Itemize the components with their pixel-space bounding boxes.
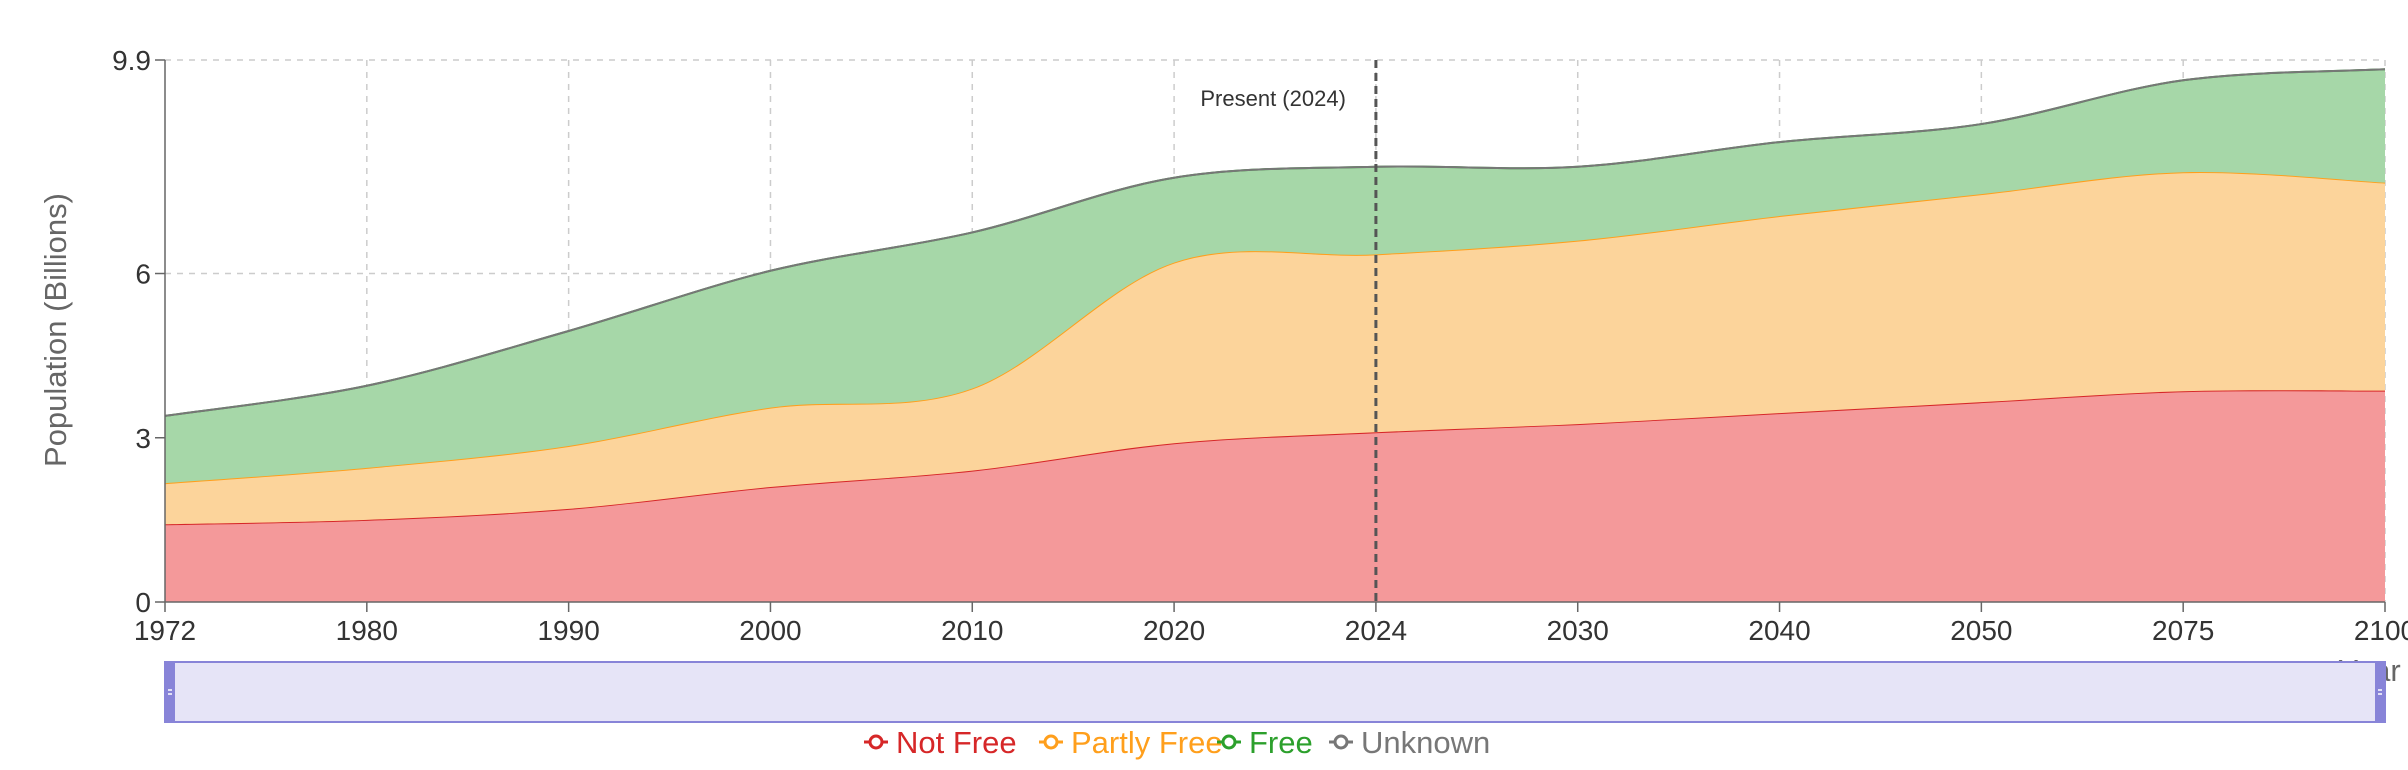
area-partly-free (165, 172, 2385, 525)
x-tick-label: 2075 (2152, 615, 2214, 646)
y-tick-label: 6 (135, 259, 151, 290)
area-not-free (165, 390, 2385, 602)
x-tick-label: 2050 (1950, 615, 2012, 646)
x-tick-label: 2030 (1547, 615, 1609, 646)
x-tick-label: 1972 (134, 615, 196, 646)
y-tick-label: 3 (135, 423, 151, 454)
present-reference-line: Present (2024) (1200, 60, 1378, 602)
y-tick-label: 9.9 (112, 45, 151, 76)
x-tick-label: 2010 (941, 615, 1003, 646)
legend-item-unknown[interactable]: Unknown (1329, 725, 1490, 760)
brush-track[interactable] (164, 661, 2386, 723)
y-axis-title: Population (Billions) (38, 193, 73, 467)
x-tick-label: 2100 (2354, 615, 2408, 646)
brush-handle-start[interactable] (165, 662, 175, 722)
x-tick-label: 1990 (537, 615, 599, 646)
areas (164, 68, 2386, 602)
legend-marker-icon (1333, 734, 1349, 750)
x-tick-label: 2000 (739, 615, 801, 646)
legend-item-partly-free[interactable]: Partly Free (1039, 725, 1223, 760)
legend-label: Not Free (896, 725, 1017, 760)
legend-marker-icon (1221, 734, 1237, 750)
legend-item-not-free[interactable]: Not Free (864, 725, 1017, 760)
brush-handle-end[interactable] (2375, 662, 2385, 722)
legend-marker-icon (868, 734, 884, 750)
line-unknown (164, 68, 2386, 417)
y-tick-label: 0 (135, 587, 151, 618)
brush[interactable] (164, 661, 2386, 723)
legend-label: Free (1249, 725, 1313, 760)
axes: 0 3 6 9.9 1972 1980 1990 2000 2010 2020 2024 2030 20… (112, 45, 2408, 646)
legend-label: Unknown (1361, 725, 1490, 760)
x-tick-label: 2020 (1143, 615, 1205, 646)
legend: Not Free Partly Free Free Unknown (864, 725, 1490, 760)
area-free (165, 69, 2385, 484)
legend-label: Partly Free (1071, 725, 1223, 760)
legend-marker-icon (1043, 734, 1059, 750)
legend-item-free[interactable]: Free (1217, 725, 1313, 760)
x-tick-label: 1980 (336, 615, 398, 646)
annotation-label: Present (2024) (1200, 86, 1346, 111)
x-tick-label: 2040 (1748, 615, 1810, 646)
x-tick-label: 2024 (1345, 615, 1407, 646)
